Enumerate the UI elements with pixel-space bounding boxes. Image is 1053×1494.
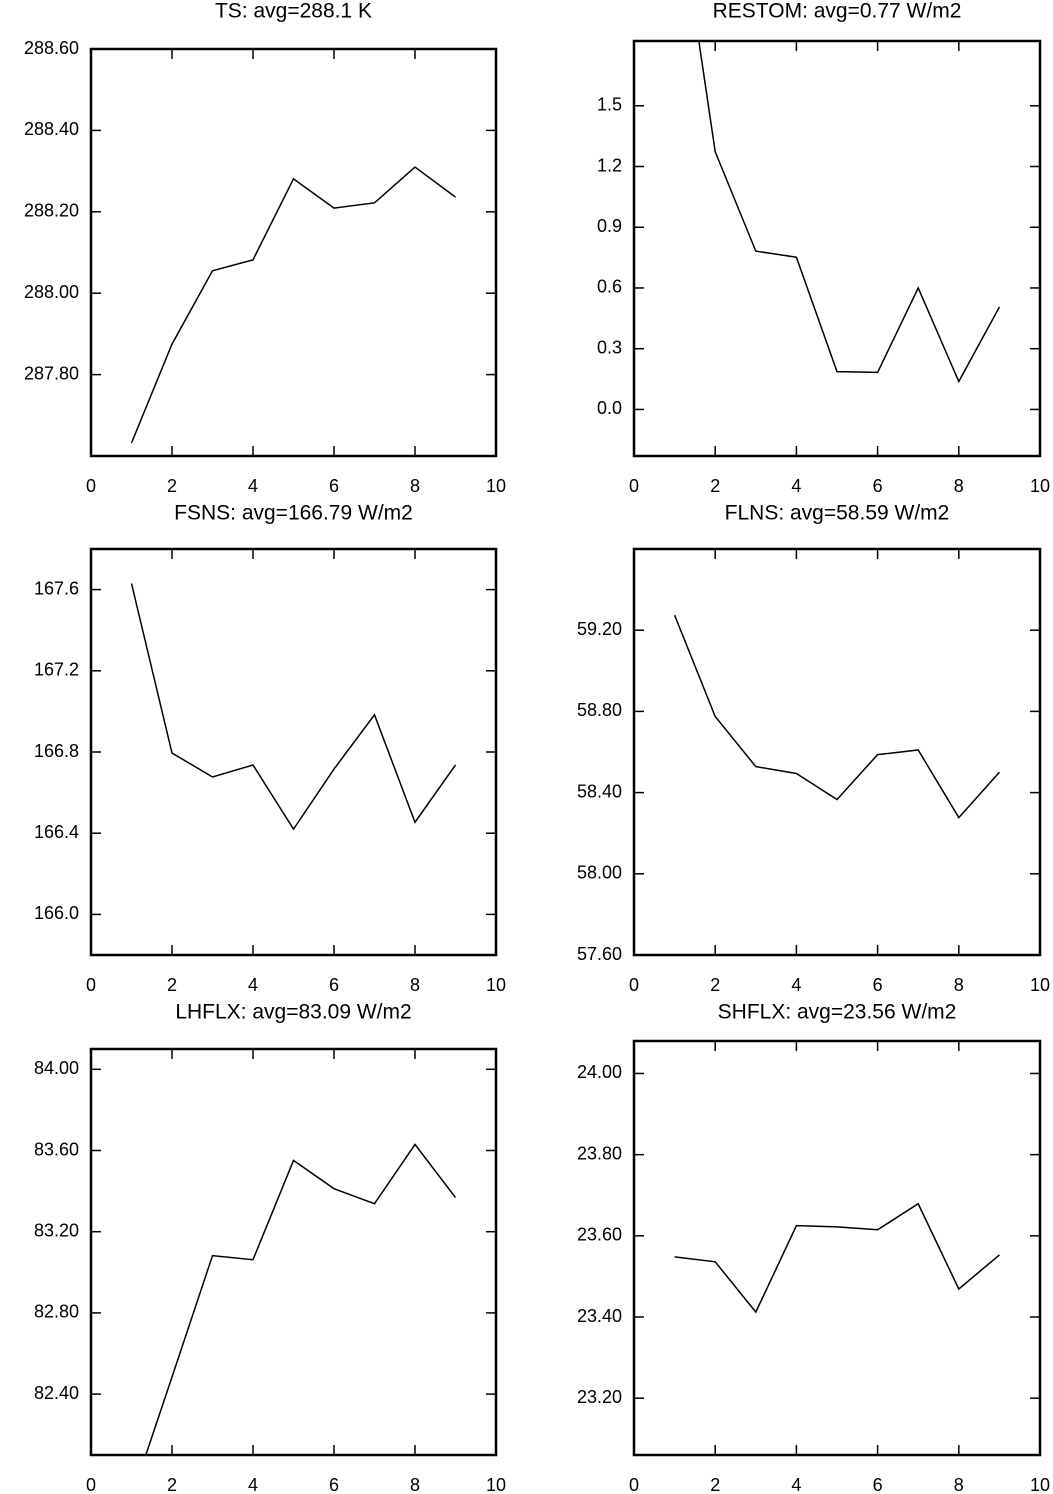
y-tick-label: 0.3 [597,337,622,357]
x-tick-label: 10 [486,975,506,995]
y-tick-label: 288.60 [24,38,79,58]
panel-title: LHFLX: avg=83.09 W/m2 [175,1001,411,1024]
y-tick-label: 288.40 [24,119,79,139]
y-tick-label: 24.00 [577,1062,622,1082]
x-tick-label: 6 [873,476,883,496]
x-tick-label: 0 [629,476,639,496]
plot-frame [89,1047,498,1457]
y-tick-label: 288.00 [24,282,79,302]
x-tick-label: 2 [167,476,177,496]
x-tick-label: 2 [710,975,720,995]
x-tick-label: 0 [86,476,96,496]
x-tick-label: 4 [248,476,258,496]
y-tick-label: 287.80 [24,363,79,383]
data-line [145,1143,457,1455]
y-tick-label: 57.60 [577,944,622,964]
plot-frame [89,547,498,957]
panel-title: FSNS: avg=166.79 W/m2 [174,502,413,525]
data-line [130,166,456,444]
y-tick-label: 59.20 [577,619,622,639]
x-tick-label: 0 [86,1475,96,1494]
plot-frame [632,39,1042,458]
y-tick-label: 0.9 [597,216,622,236]
y-tick-label: 83.20 [34,1220,79,1240]
x-tick-label: 0 [629,975,639,995]
x-tick-label: 6 [873,1475,883,1494]
data-line [673,614,1000,819]
panel: TS: avg=288.1 K 0 2 4 6 8 10 287.80 288.00 288.20… [24,0,506,496]
panel-title: SHFLX: avg=23.56 W/m2 [718,1001,957,1024]
panel-title: RESTOM: avg=0.77 W/m2 [713,0,962,23]
y-tick-label: 23.80 [577,1143,622,1163]
plot-frame [89,47,498,458]
x-tick-label: 8 [954,476,964,496]
x-tick-label: 10 [1030,1475,1050,1494]
data-line [130,583,457,831]
x-tick-label: 0 [86,975,96,995]
panel-title: FLNS: avg=58.59 W/m2 [725,502,950,525]
x-tick-label: 8 [410,476,420,496]
x-tick-label: 8 [410,1475,420,1494]
panel: RESTOM: avg=0.77 W/m2 0 2 4 6 8 10 0.0 0.3 0.6 0.9… [597,0,1050,496]
x-tick-label: 4 [791,1475,801,1494]
x-tick-label: 4 [791,975,801,995]
panel: FLNS: avg=58.59 W/m2 0 2 4 6 8 10 57.60 58.00 58.… [577,502,1050,995]
y-tick-label: 167.2 [34,660,79,680]
plot-frame [632,1039,1042,1457]
y-tick-label: 58.80 [577,700,622,720]
y-tick-label: 58.40 [577,781,622,801]
y-tick-label: 84.00 [34,1058,79,1078]
data-line [698,41,1001,384]
x-tick-label: 2 [710,476,720,496]
x-tick-label: 6 [329,1475,339,1494]
y-tick-label: 23.20 [577,1387,622,1407]
x-tick-label: 10 [1030,476,1050,496]
x-tick-label: 2 [710,1475,720,1494]
y-tick-label: 0.6 [597,277,622,297]
y-tick-label: 82.80 [34,1302,79,1322]
y-tick-label: 288.20 [24,201,79,221]
x-tick-label: 8 [954,1475,964,1494]
panel: FSNS: avg=166.79 W/m2 0 2 4 6 8 10 166.0 166.4 16… [34,502,506,995]
y-tick-label: 166.4 [34,822,79,842]
x-tick-label: 4 [791,476,801,496]
y-tick-label: 23.40 [577,1306,622,1326]
x-tick-label: 10 [486,1475,506,1494]
y-tick-label: 166.0 [34,903,79,923]
x-tick-label: 2 [167,1475,177,1494]
data-line [674,1202,1000,1314]
y-tick-label: 82.40 [34,1383,79,1403]
y-tick-label: 23.60 [577,1225,622,1245]
x-tick-label: 8 [410,975,420,995]
x-tick-label: 4 [248,975,258,995]
y-tick-label: 1.5 [597,95,622,115]
x-tick-label: 10 [1030,975,1050,995]
y-tick-label: 166.8 [34,741,79,761]
x-tick-label: 4 [248,1475,258,1494]
x-tick-label: 2 [167,975,177,995]
y-tick-label: 0.0 [597,398,622,418]
y-tick-label: 83.60 [34,1139,79,1159]
panel-title: TS: avg=288.1 K [215,0,372,23]
x-tick-label: 8 [954,975,964,995]
x-tick-label: 0 [629,1475,639,1494]
panel: SHFLX: avg=23.56 W/m2 0 2 4 6 8 10 23.20 23.40 23… [577,1001,1050,1494]
x-tick-label: 6 [329,476,339,496]
x-tick-label: 6 [873,975,883,995]
plot-frame [632,547,1042,957]
x-tick-label: 6 [329,975,339,995]
y-tick-label: 58.00 [577,863,622,883]
panel: LHFLX: avg=83.09 W/m2 0 2 4 6 8 10 82.40 82.80 83… [34,1001,506,1494]
y-tick-label: 1.2 [597,155,622,175]
y-tick-label: 167.6 [34,578,79,598]
x-tick-label: 10 [486,476,506,496]
